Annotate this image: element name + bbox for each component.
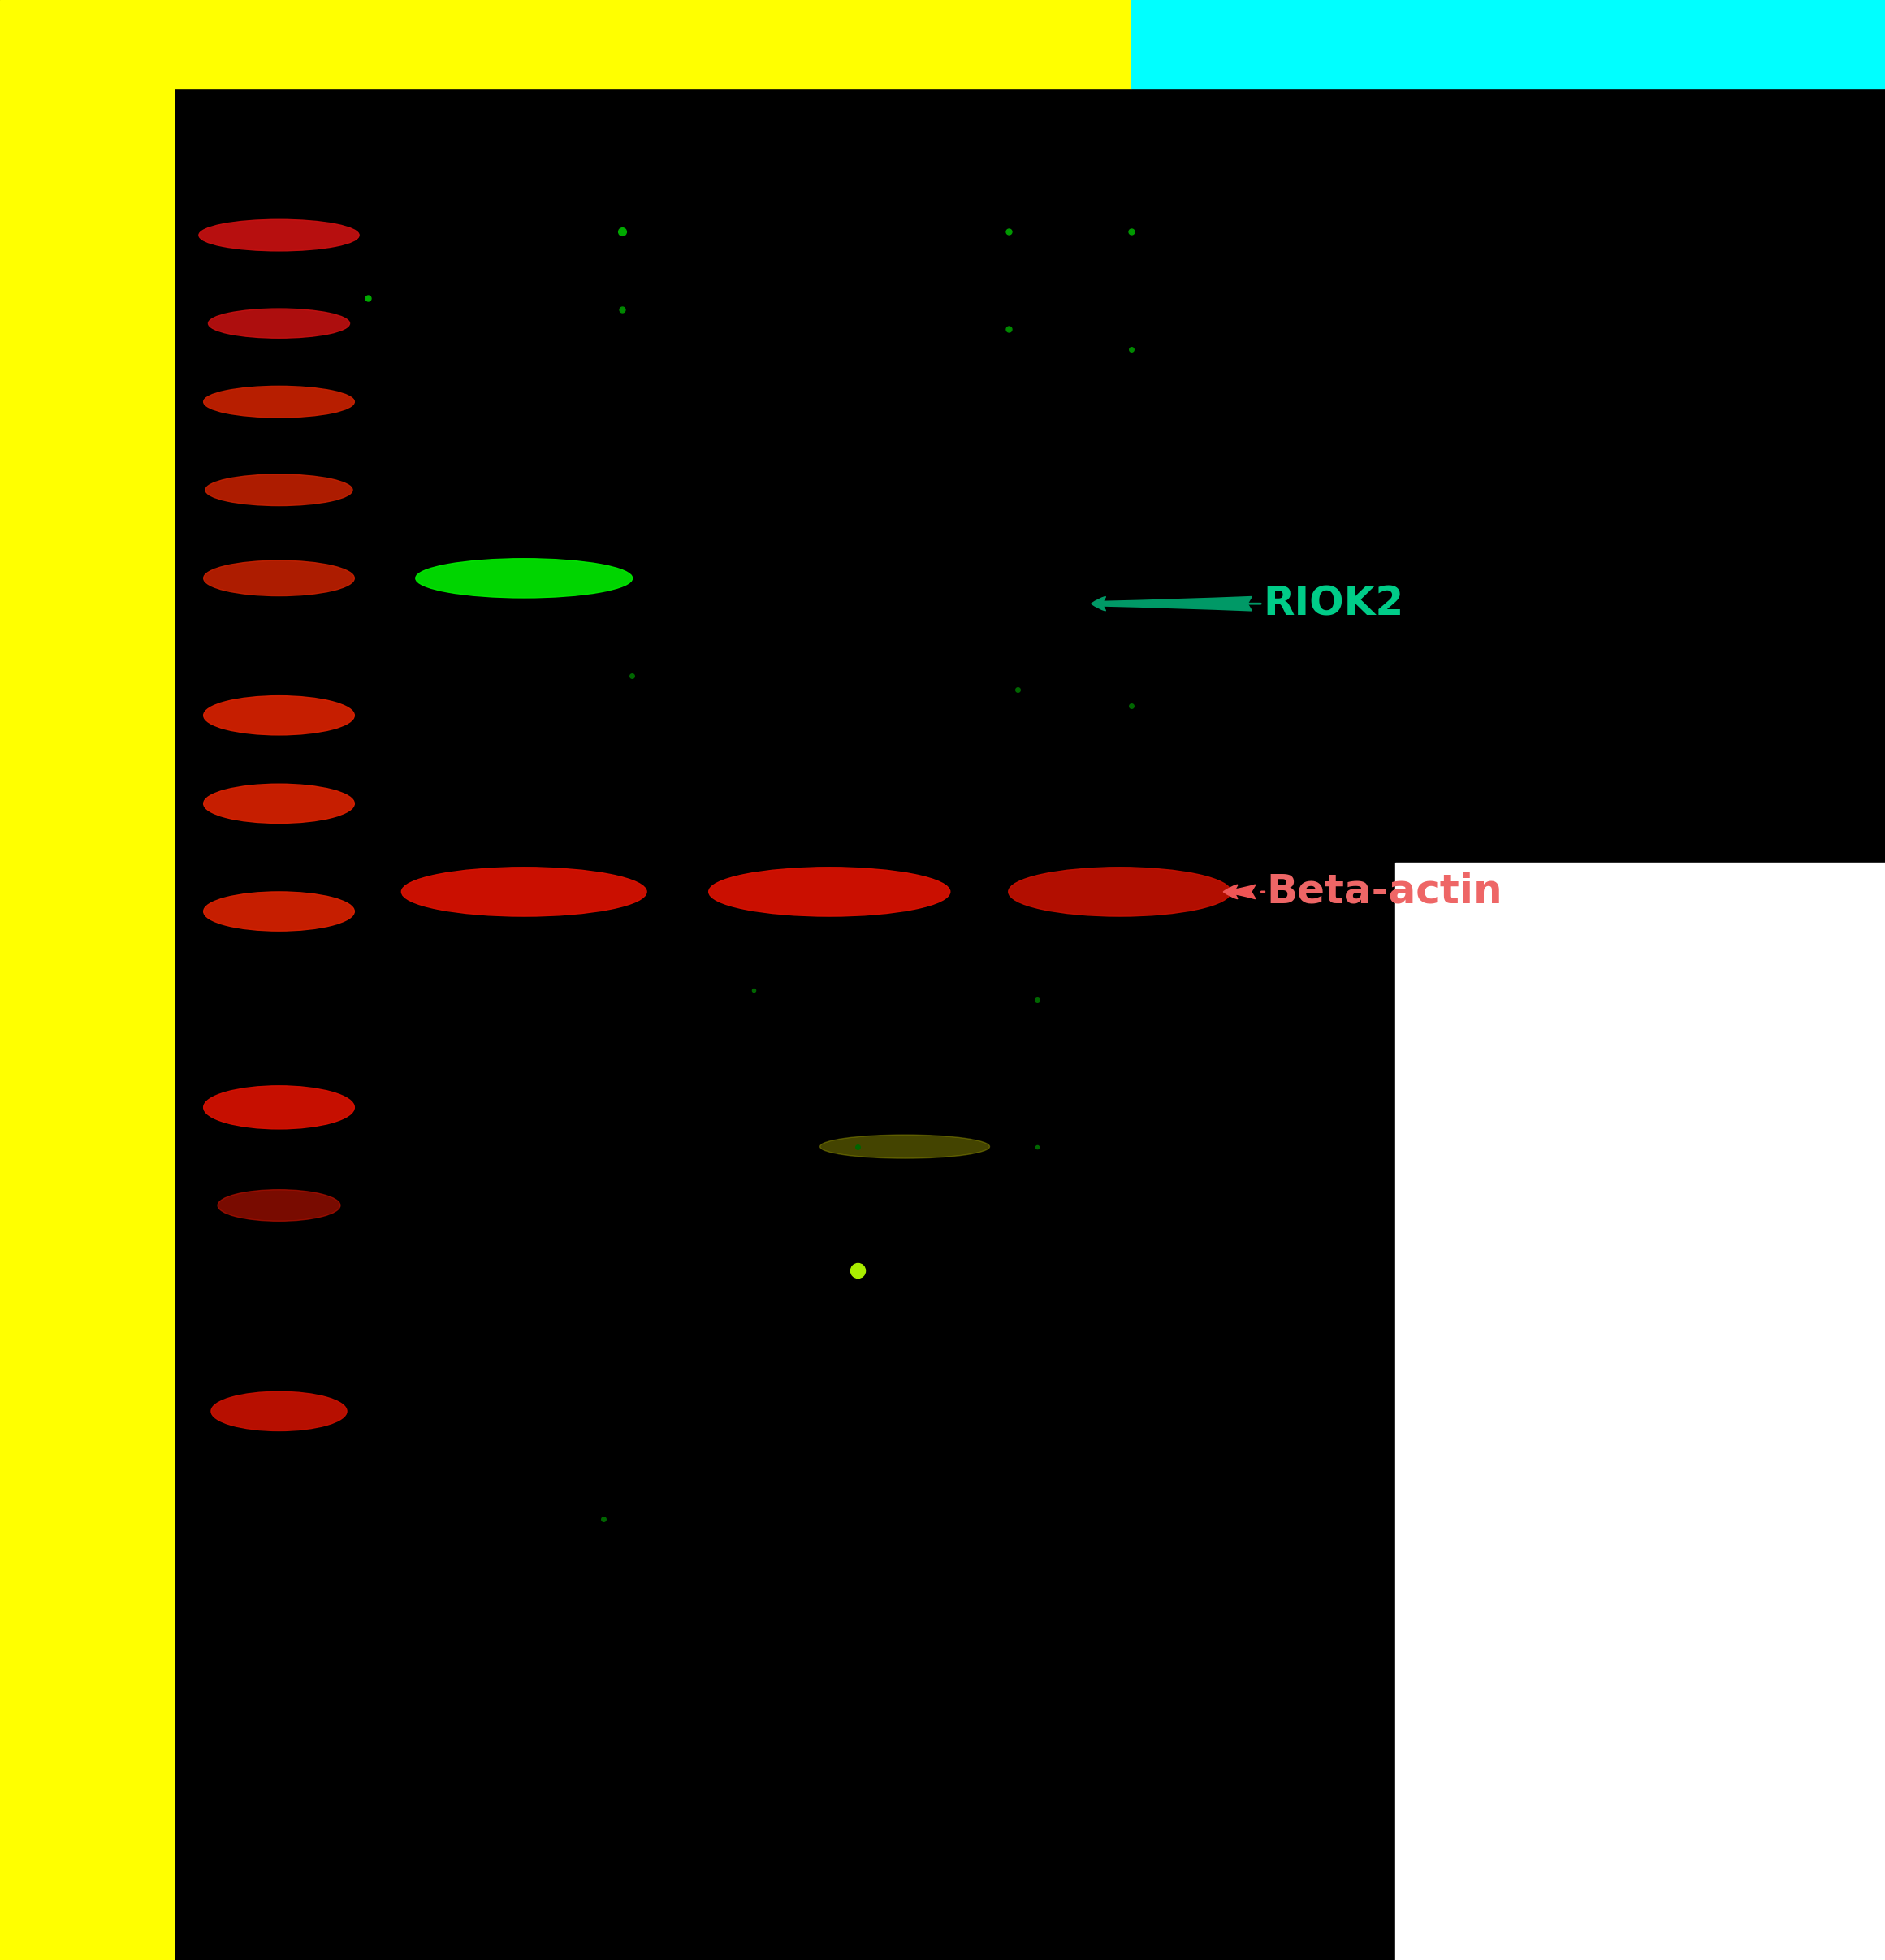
Ellipse shape xyxy=(1008,868,1231,917)
Ellipse shape xyxy=(211,1392,347,1431)
Ellipse shape xyxy=(217,1190,339,1221)
Ellipse shape xyxy=(417,559,633,598)
Bar xyxy=(0,78,173,1960)
Ellipse shape xyxy=(198,220,358,251)
Ellipse shape xyxy=(204,696,354,735)
Bar xyxy=(0,0,1131,88)
Ellipse shape xyxy=(204,784,354,823)
Bar xyxy=(1395,862,1885,1960)
Ellipse shape xyxy=(207,308,349,339)
Ellipse shape xyxy=(204,892,354,931)
Ellipse shape xyxy=(820,1135,990,1158)
Text: Beta-actin: Beta-actin xyxy=(1267,872,1502,911)
Bar xyxy=(1131,0,1885,88)
Ellipse shape xyxy=(205,474,352,506)
Ellipse shape xyxy=(204,386,354,417)
Ellipse shape xyxy=(204,561,354,596)
Ellipse shape xyxy=(709,868,950,917)
Ellipse shape xyxy=(204,1086,354,1129)
Text: RIOK2: RIOK2 xyxy=(1263,584,1404,623)
Ellipse shape xyxy=(402,868,647,917)
